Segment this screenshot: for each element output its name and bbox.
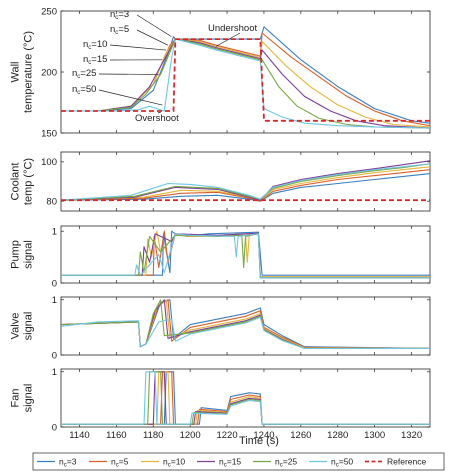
annotation-leader	[136, 29, 169, 46]
overshoot-leader	[157, 111, 161, 114]
annotation-leader	[136, 14, 172, 37]
undershoot-leader	[215, 32, 241, 47]
nc-annotation: nc=15	[83, 54, 107, 66]
x-tick-label: 1200	[180, 430, 201, 441]
panel-fan: 1140 1160 1180 1200 1220 1240 1260 1280 1300 1320…	[10, 367, 431, 441]
x-tick-label: 1220	[216, 430, 237, 441]
plot-area	[61, 160, 430, 202]
panel-frame	[60, 368, 431, 428]
x-tick-label: 1300	[364, 430, 385, 441]
y-tick-label: 250	[41, 6, 57, 17]
x-tick-label: 1240	[253, 430, 274, 441]
legend-item: nc=15	[197, 457, 241, 469]
y-axis-label: Coolant	[10, 163, 22, 201]
y-tick-label: 1	[52, 226, 57, 237]
y-tick-label: 0	[52, 350, 57, 361]
nc-annotation: nc=25	[72, 68, 96, 80]
legend-label: nc=25	[275, 457, 297, 469]
y-tick-label: 0	[52, 422, 57, 433]
x-tick-label: 1320	[401, 430, 422, 441]
panel-coolant: 80 100 Coolant temp (°C)	[10, 151, 431, 212]
annotation-leader	[98, 89, 163, 106]
panel-pump: 0 1 Pump signal	[10, 225, 431, 289]
legend-label: nc=3	[59, 457, 77, 469]
y-axis-label: signal	[23, 240, 35, 269]
panel-frame	[60, 10, 431, 134]
x-axis-label: Time (s)	[239, 435, 279, 447]
y-tick-label: 0	[52, 278, 57, 289]
series-line-nc10	[61, 166, 430, 201]
legend-item: Reference	[365, 457, 426, 467]
panel-frame	[60, 151, 431, 212]
series-line-nc3	[61, 173, 430, 202]
y-tick-label: 1	[52, 295, 57, 306]
x-tick-label: 1140	[69, 430, 89, 441]
plot-area	[61, 299, 430, 349]
legend-item: nc=25	[253, 457, 297, 469]
y-axis-label: temperature (°C)	[23, 31, 35, 113]
y-axis-label: Pump	[10, 240, 22, 269]
y-axis-label: signal	[23, 384, 35, 413]
x-tick-label: 1280	[327, 430, 348, 441]
series-line-nc50	[61, 371, 430, 425]
annotation-leader	[109, 44, 167, 51]
legend-label: Reference	[387, 457, 426, 467]
overshoot-annotation: Overshoot	[135, 113, 179, 124]
legend-label: nc=50	[331, 457, 353, 469]
series-line-nc50	[61, 316, 430, 349]
plot-area	[61, 371, 430, 425]
series-line-nc50	[61, 163, 430, 201]
nc-annotation: nc=50	[72, 84, 96, 96]
panel-frame	[60, 225, 431, 284]
nc-annotation: nc=5	[110, 24, 129, 36]
x-tick-label: 1160	[106, 430, 126, 441]
y-axis-label: Wall	[10, 62, 22, 83]
panel-valve: 0 1 Valve signal	[10, 295, 431, 361]
legend: nc=3 nc=5 nc=10 nc=15 nc=25 nc=50 Reference	[32, 452, 445, 471]
reference-line	[61, 38, 430, 122]
nc-annotation: nc=10	[83, 39, 107, 51]
series-line-nc50	[61, 233, 430, 279]
panel-frame	[60, 296, 431, 356]
series-line-nc25	[61, 38, 430, 129]
legend-item: nc=50	[309, 457, 353, 469]
series-line-nc50	[61, 38, 430, 129]
legend-item: nc=10	[141, 457, 185, 469]
y-tick-label: 100	[41, 157, 57, 168]
legend-item: nc=3	[37, 457, 77, 469]
x-tick-label: 1180	[143, 430, 163, 441]
y-tick-label: 80	[46, 196, 57, 207]
legend-label: nc=15	[219, 457, 241, 469]
y-tick-label: 1	[52, 367, 57, 378]
plot-area	[61, 230, 430, 279]
y-axis-label: Valve	[10, 313, 22, 340]
legend-item: nc=5	[89, 457, 129, 469]
legend-label: nc=5	[111, 457, 129, 469]
y-tick-label: 150	[41, 128, 57, 139]
y-tick-label: 200	[41, 67, 57, 78]
series-line-nc15	[61, 38, 430, 129]
series-line-nc5	[61, 169, 430, 202]
y-axis-label: Fan	[10, 389, 22, 408]
x-tick-label: 1260	[290, 430, 311, 441]
legend-label: nc=10	[163, 457, 185, 469]
legend-box	[32, 452, 445, 471]
y-axis-label: signal	[23, 312, 35, 341]
y-axis-label: temp (°C)	[23, 158, 35, 205]
nc-annotation: nc=3	[110, 9, 129, 21]
undershoot-annotation: Undershoot	[208, 23, 257, 34]
